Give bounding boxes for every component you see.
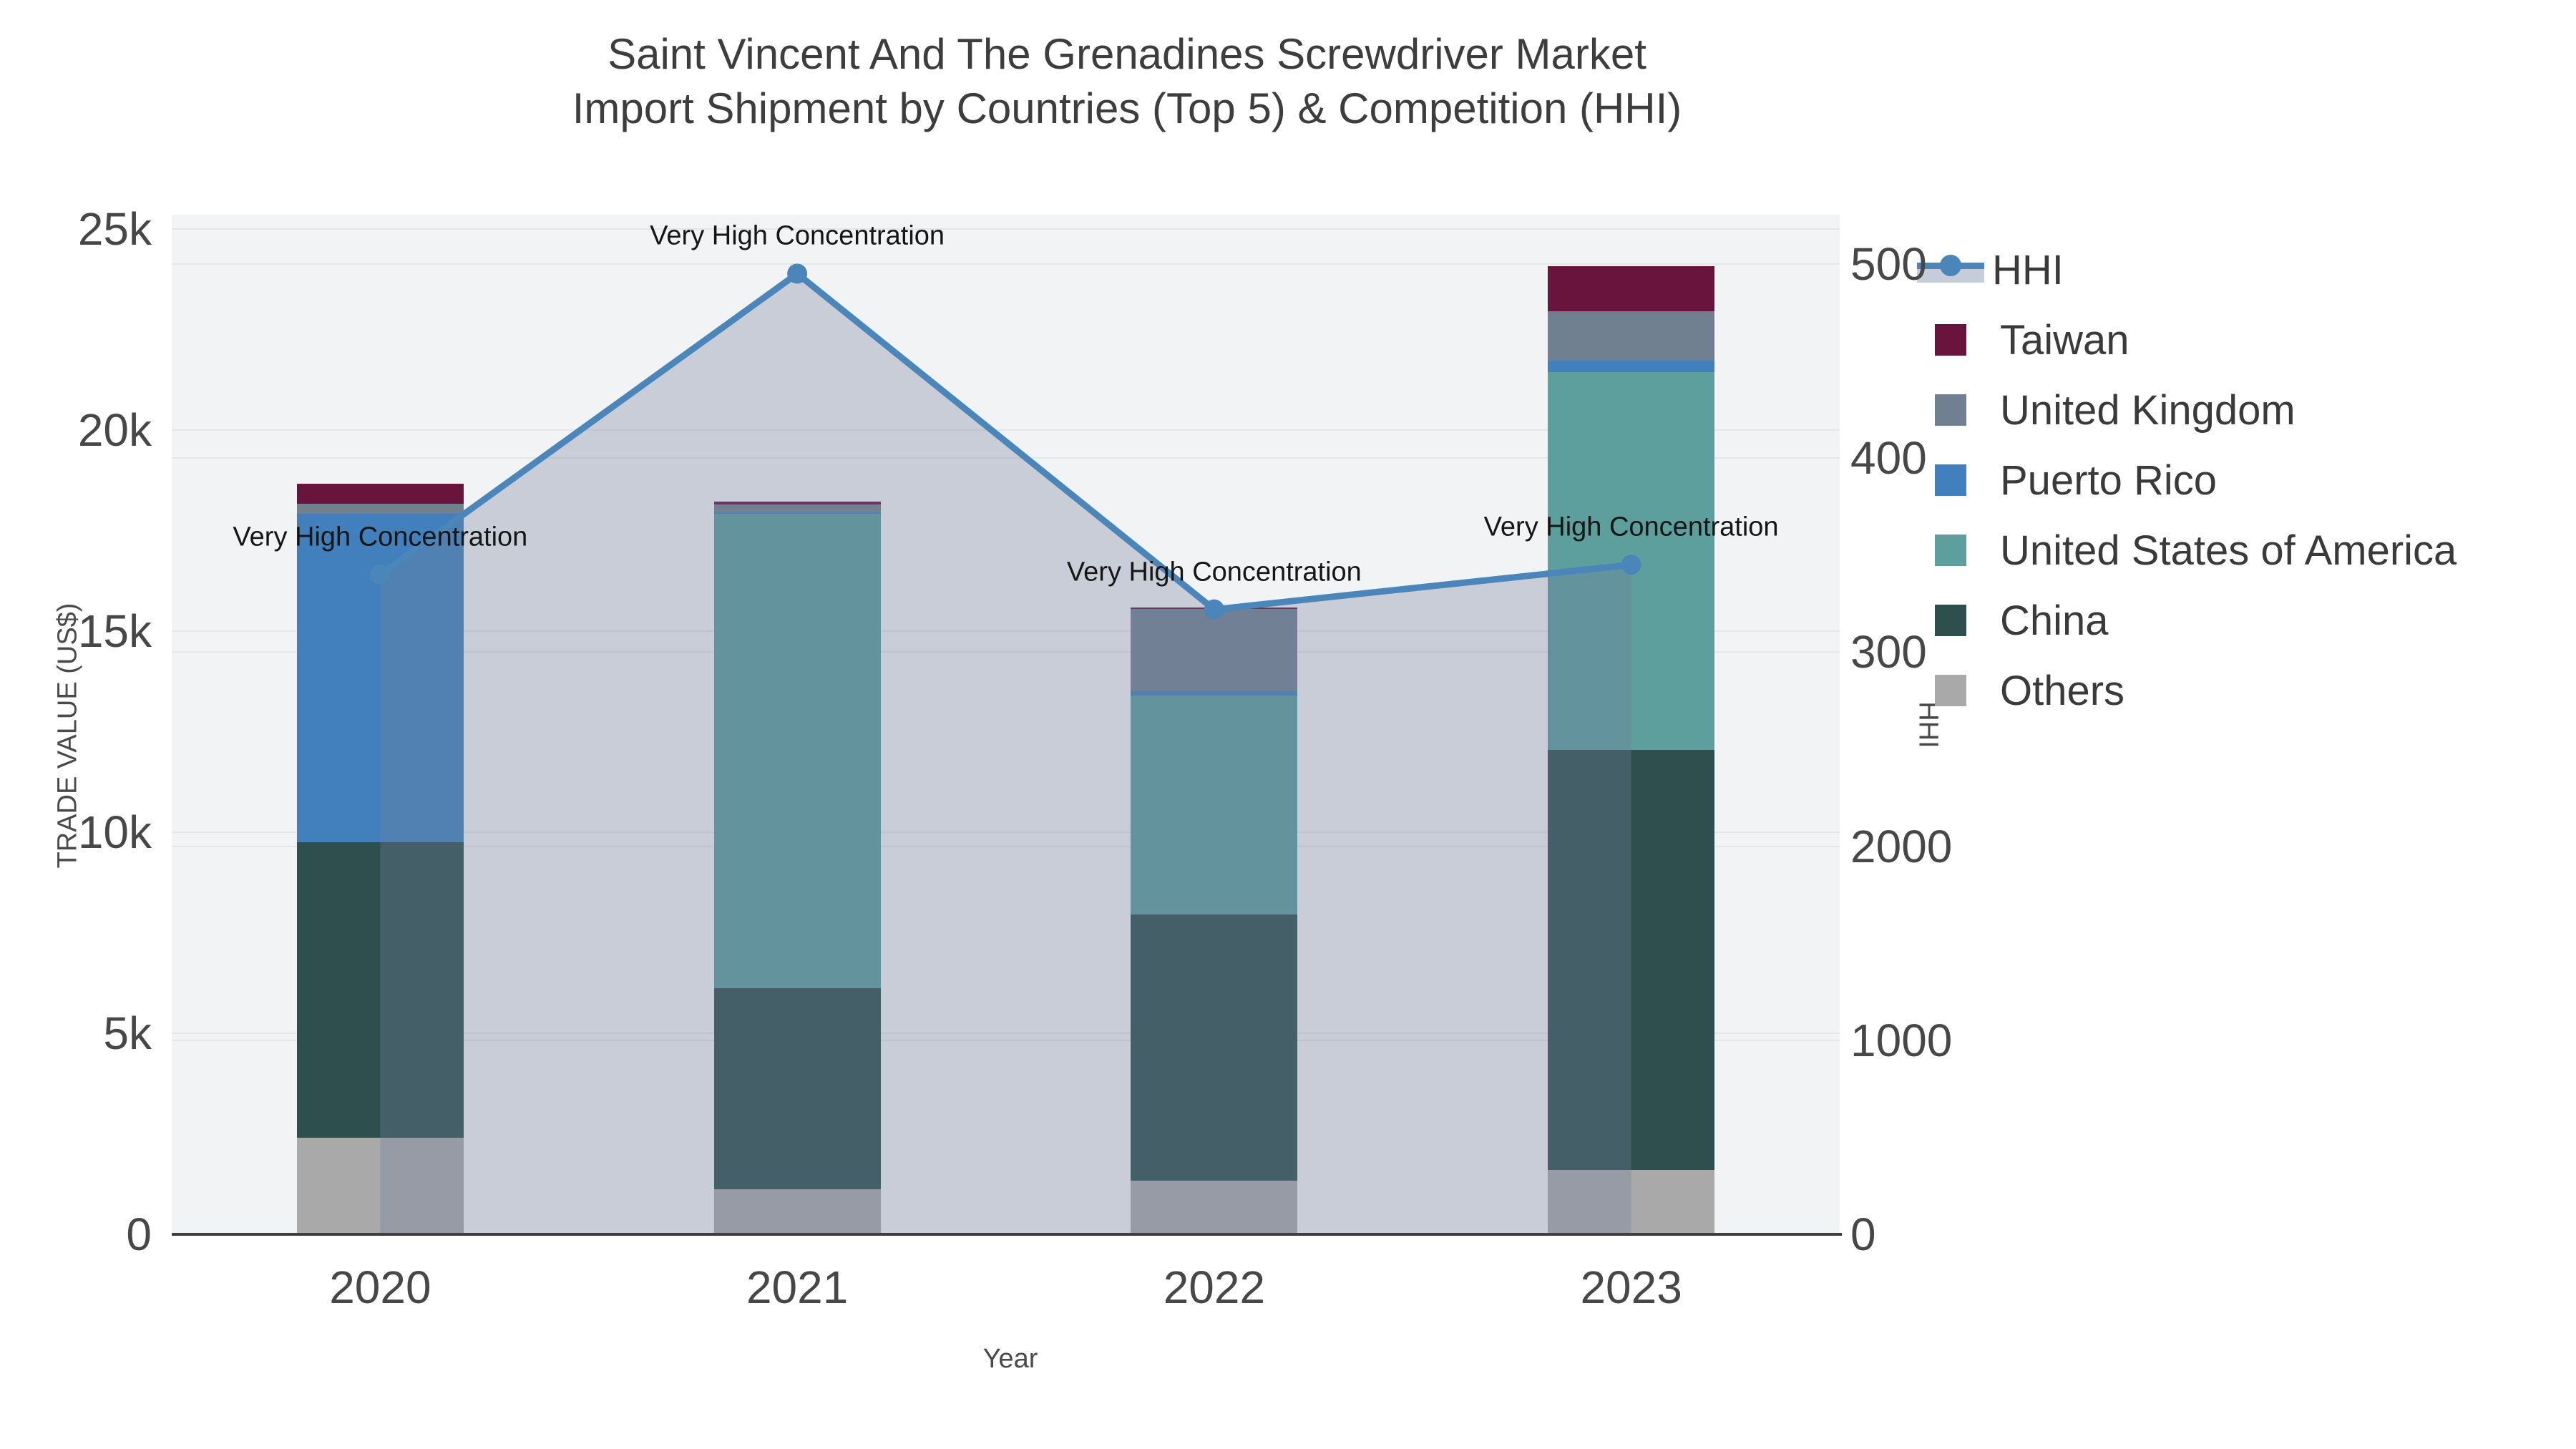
x-tick-2020: 2020: [329, 1262, 431, 1313]
right-tick-300: 300: [1850, 626, 1927, 678]
legend-swatch-icon: [1935, 675, 1966, 706]
gridline: [172, 228, 1840, 230]
hhi-marker-2023[interactable]: [1621, 555, 1641, 575]
bar-segment-others-2022[interactable]: [1131, 1181, 1298, 1234]
legend-swatch-icon: [1935, 535, 1966, 566]
legend-item-taiwan[interactable]: Taiwan: [1935, 305, 2457, 375]
x-axis-line: [172, 1233, 1842, 1236]
annotation-2023: Very High Concentration: [1483, 512, 1779, 542]
x-tick-2021: 2021: [746, 1262, 849, 1313]
right-tick-500: 500: [1850, 238, 1927, 290]
chart-title-line2: Import Shipment by Countries (Top 5) & C…: [572, 84, 1682, 132]
left-tick-20k: 20k: [77, 404, 152, 456]
left-tick-15k: 15k: [77, 605, 152, 657]
bar-segment-others-2020[interactable]: [296, 1138, 464, 1234]
chart-title: Saint Vincent And The Grenadines Screwdr…: [0, 27, 2254, 136]
gridline: [172, 263, 1840, 265]
legend-hhi-line-icon: [1917, 255, 1984, 284]
bar-segment-united-kingdom-2021[interactable]: [713, 504, 881, 513]
bar-segment-united-kingdom-2020[interactable]: [296, 503, 464, 514]
right-tick-2000: 2000: [1850, 820, 1953, 872]
gridline: [172, 429, 1840, 431]
annotation-2022: Very High Concentration: [1066, 557, 1362, 587]
legend-swatch-icon: [1935, 605, 1966, 636]
gridline: [172, 1039, 1840, 1041]
bar-segment-united-states-of-america-2022[interactable]: [1131, 696, 1298, 915]
left-tick-5k: 5k: [103, 1008, 152, 1059]
hhi-area-fill: [380, 273, 1631, 1234]
gridline: [172, 651, 1840, 653]
legend-label: Others: [2000, 667, 2125, 714]
x-axis-title: Year: [982, 1344, 1038, 1374]
legend-item-others[interactable]: Others: [1935, 655, 2457, 726]
legend-label: China: [2000, 597, 2109, 644]
right-tick-0: 0: [1850, 1209, 1876, 1260]
gridline: [172, 1033, 1840, 1034]
bar-segment-china-2020[interactable]: [296, 842, 464, 1138]
bar-segment-united-kingdom-2023[interactable]: [1548, 311, 1715, 361]
hhi-overlay: [370, 263, 1641, 1234]
plot-area: [172, 215, 1840, 1234]
legend-label: HHI: [1992, 246, 2064, 293]
chart-title-line1: Saint Vincent And The Grenadines Screwdr…: [608, 30, 1646, 78]
gridline: [172, 630, 1840, 632]
legend-swatch-icon: [1935, 464, 1966, 496]
right-tick-1000: 1000: [1850, 1014, 1953, 1066]
bar-segment-taiwan-2021[interactable]: [713, 502, 881, 504]
legend-item-united-kingdom[interactable]: United Kingdom: [1935, 375, 2457, 445]
annotation-2020: Very High Concentration: [233, 522, 528, 552]
bar-segment-china-2021[interactable]: [713, 988, 881, 1190]
bar-segment-others-2021[interactable]: [713, 1189, 881, 1234]
bar-segment-united-kingdom-2022[interactable]: [1131, 609, 1298, 692]
hhi-line: [378, 269, 1632, 613]
bar-segment-puerto-rico-2021[interactable]: [713, 512, 881, 514]
legend-swatch-icon: [1935, 394, 1966, 426]
gridline: [172, 845, 1840, 847]
x-tick-2022: 2022: [1163, 1262, 1266, 1313]
hhi-marker-2020[interactable]: [370, 564, 391, 585]
legend-label: Puerto Rico: [2000, 457, 2218, 504]
legend-item-hhi[interactable]: HHI: [1917, 235, 2457, 305]
left-tick-10k: 10k: [77, 806, 152, 858]
bar-segment-china-2022[interactable]: [1131, 914, 1298, 1181]
gridline: [172, 831, 1840, 833]
legend: HHI Taiwan United Kingdom Puerto Rico United…: [1917, 235, 2457, 726]
x-tick-2023: 2023: [1580, 1262, 1682, 1313]
bar-segment-united-states-of-america-2021[interactable]: [713, 513, 881, 989]
bar-segment-puerto-rico-2023[interactable]: [1548, 360, 1715, 372]
legend-swatch-icon: [1935, 324, 1966, 356]
right-tick-400: 400: [1850, 432, 1927, 484]
hhi-marker-2021[interactable]: [787, 263, 808, 284]
bar-segment-others-2023[interactable]: [1548, 1170, 1715, 1234]
bar-segment-taiwan-2023[interactable]: [1548, 265, 1715, 311]
legend-item-puerto-rico[interactable]: Puerto Rico: [1935, 445, 2457, 515]
bar-segment-china-2023[interactable]: [1548, 750, 1715, 1171]
bar-segment-puerto-rico-2022[interactable]: [1131, 691, 1298, 696]
legend-label: United Kingdom: [2000, 386, 2296, 434]
legend-item-china[interactable]: China: [1935, 585, 2457, 655]
legend-item-united-states-of-america[interactable]: United States of America: [1935, 515, 2457, 585]
legend-label: Taiwan: [2000, 316, 2129, 364]
left-tick-25k: 25k: [77, 203, 152, 255]
gridline: [172, 457, 1840, 459]
legend-label: United States of America: [2000, 527, 2457, 574]
left-tick-0: 0: [126, 1209, 152, 1260]
bar-segment-taiwan-2020[interactable]: [296, 483, 464, 504]
hhi-marker-2022[interactable]: [1204, 599, 1224, 620]
annotation-2021: Very High Concentration: [650, 220, 945, 251]
